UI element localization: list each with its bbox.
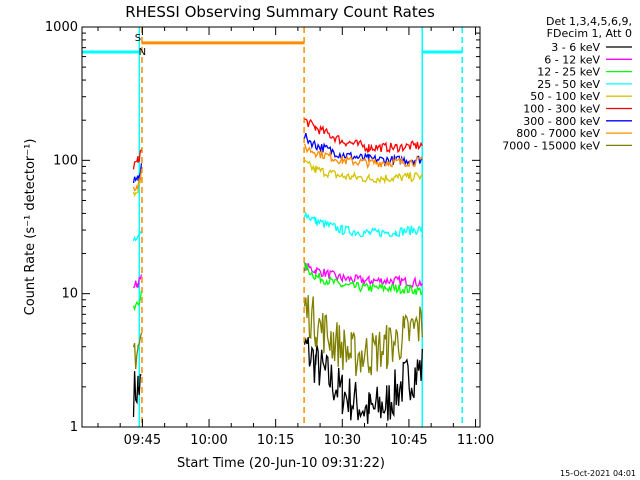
- series-line: [132, 149, 143, 170]
- x-tick-label: 11:00: [457, 433, 494, 448]
- series-line: [132, 371, 142, 418]
- legend-entry-label: 300 - 800 keV: [523, 115, 600, 128]
- series-line: [304, 159, 423, 185]
- series-line: [132, 290, 143, 312]
- series-line: [132, 168, 143, 192]
- x-tick-label: 09:45: [124, 433, 161, 448]
- legend-header: FDecim 1, Att 0: [547, 27, 632, 40]
- plot-frame: [81, 26, 481, 428]
- legend-entry-label: 25 - 50 keV: [537, 78, 600, 91]
- legend-entry-label: 7000 - 15000 keV: [502, 139, 600, 152]
- legend-entry-label: 50 - 100 keV: [530, 90, 600, 103]
- legend-entry-label: 800 - 7000 keV: [516, 127, 600, 140]
- series-line: [132, 332, 143, 370]
- vertical-markers: [138, 27, 463, 427]
- chart-title: RHESSI Observing Summary Count Rates: [125, 3, 435, 21]
- series-line: [304, 118, 423, 154]
- series-50-100kev: [132, 159, 423, 198]
- legend-entry-label: 12 - 25 keV: [537, 66, 600, 79]
- flag-label-saa: S: [135, 33, 141, 44]
- y-tick-label: 10: [61, 287, 78, 302]
- series-line: [132, 230, 143, 242]
- series-12-25kev: [132, 261, 423, 312]
- x-tick-label: 10:30: [324, 433, 361, 448]
- y-tick-label: 1000: [45, 20, 78, 35]
- y-tick-label: 1: [70, 420, 78, 435]
- y-tick-label: 100: [53, 153, 78, 168]
- series-line: [303, 210, 423, 238]
- series-group: [132, 118, 423, 424]
- series-line: [303, 262, 423, 288]
- axes: 1 10 100 1000 09:45 10:00 10:15 10:30 10:45 11:00: [45, 20, 494, 448]
- x-axis-label: Start Time (20-Jun-10 09:31:22): [177, 456, 385, 471]
- series-25-50kev: [132, 210, 423, 242]
- timestamp: 15-Oct-2021 04:01: [560, 469, 636, 478]
- series-6-12kev: [132, 262, 423, 289]
- series-line: [132, 274, 143, 289]
- legend-entry-label: 100 - 300 keV: [523, 103, 600, 116]
- series-line: [303, 143, 423, 170]
- series-line: [132, 180, 142, 198]
- legend: Det 1,3,4,5,6,9,FDecim 1, Att 03 - 6 keV…: [502, 15, 632, 152]
- series-line: [132, 163, 143, 184]
- series-line: [303, 295, 423, 377]
- series-3-6kev: [132, 336, 423, 424]
- x-tick-label: 10:15: [257, 433, 294, 448]
- series-line: [303, 336, 423, 424]
- series-300-800kev: [132, 132, 423, 184]
- y-axis-label: Count Rate (s⁻¹ detector⁻¹): [23, 139, 38, 316]
- legend-entry-label: 6 - 12 keV: [544, 53, 600, 66]
- legend-header: Det 1,3,4,5,6,9,: [546, 15, 632, 28]
- legend-entry-label: 3 - 6 keV: [551, 41, 600, 54]
- flag-label-night: N: [139, 47, 146, 58]
- series-100-300kev: [132, 118, 423, 170]
- series-7000-15000kev: [132, 295, 423, 377]
- series-line: [303, 261, 423, 296]
- series-800-7000kev: [132, 143, 423, 192]
- x-tick-label: 10:00: [190, 433, 227, 448]
- flag-lines: SN: [82, 33, 463, 58]
- x-tick-label: 10:45: [390, 433, 427, 448]
